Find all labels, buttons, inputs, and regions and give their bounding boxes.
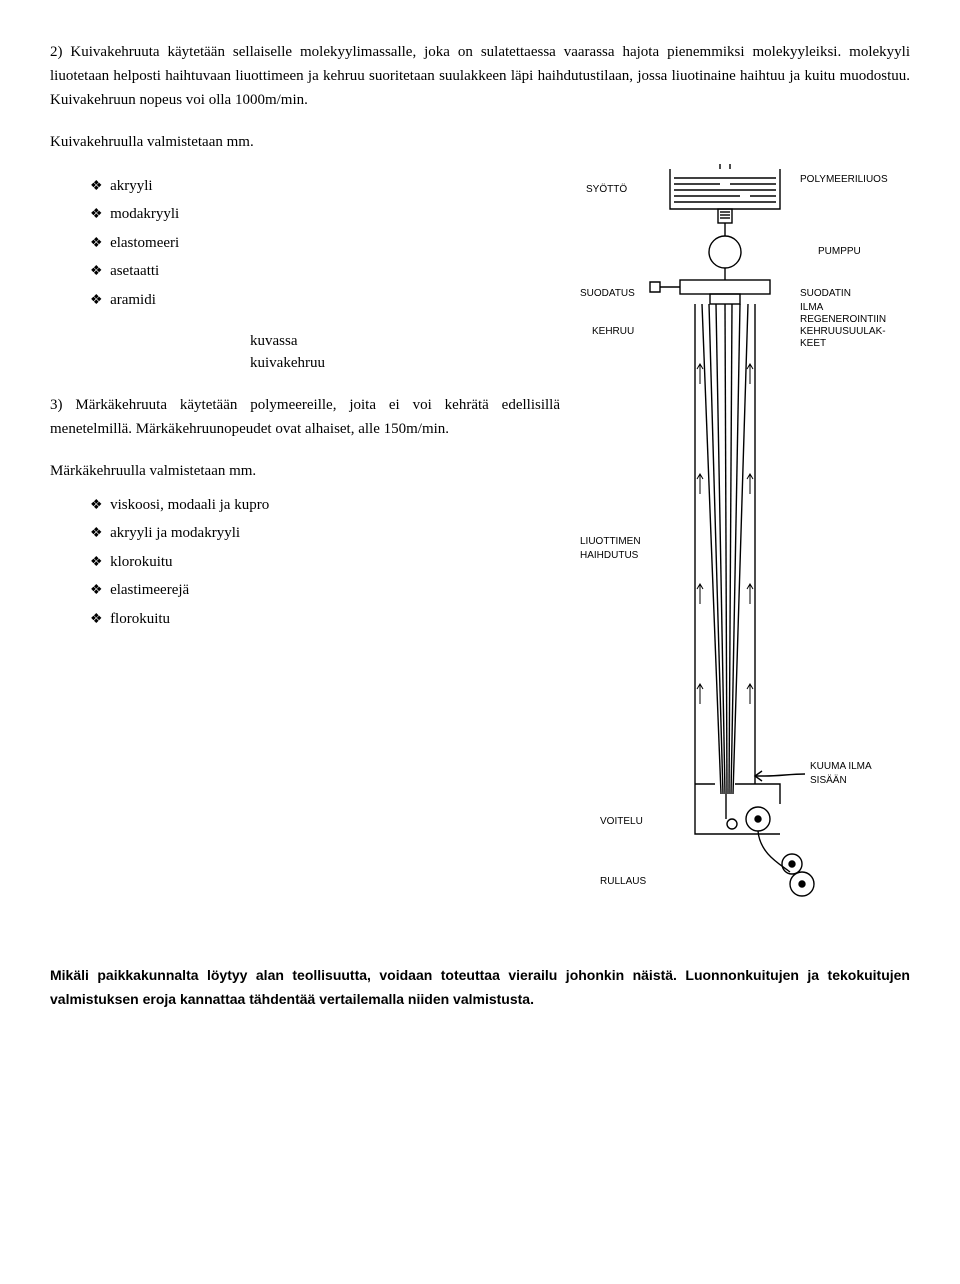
bold-note: Mikäli paikkakunnalta löytyy alan teolli… xyxy=(50,964,910,1012)
label-syotto: SYÖTTÖ xyxy=(586,182,627,198)
list-item: klorokuitu xyxy=(90,550,560,574)
section-2-label: Märkäkehruulla valmistetaan mm. xyxy=(50,459,560,483)
list-2: viskoosi, modaali ja kupro akryyli ja mo… xyxy=(90,493,560,631)
figure-caption: kuvassa kuivakehruu xyxy=(250,330,560,375)
list-item: elastimeerejä xyxy=(90,578,560,602)
caption-line-2: kuivakehruu xyxy=(250,352,560,375)
label-kehruu: KEHRUU xyxy=(592,324,634,340)
list-item: florokuitu xyxy=(90,607,560,631)
list-item: asetaatti xyxy=(90,259,560,283)
paragraph-2: 3) Märkäkehruuta käytetään polymeereille… xyxy=(50,393,560,441)
list-1: akryyli modakryyli elastomeeri asetaatti… xyxy=(90,174,560,312)
label-keet: KEET xyxy=(800,336,826,352)
label-pumppu: PUMPPU xyxy=(818,244,861,260)
label-haihdutus: HAIHDUTUS xyxy=(580,548,638,564)
list-item: elastomeeri xyxy=(90,231,560,255)
list-item: aramidi xyxy=(90,288,560,312)
label-polymeeriliuos: POLYMEERILIUOS xyxy=(800,172,888,188)
paragraph-1: 2) Kuivakehruuta käytetään sellaiselle m… xyxy=(50,40,910,112)
label-sisaan: SISÄÄN xyxy=(810,773,847,789)
section-1-label: Kuivakehruulla valmistetaan mm. xyxy=(50,130,910,154)
label-rullaus: RULLAUS xyxy=(600,874,646,890)
dry-spinning-diagram: SYÖTTÖ POLYMEERILIUOS PUMPPU SUODATUS SU… xyxy=(580,164,910,924)
list-item: viskoosi, modaali ja kupro xyxy=(90,493,560,517)
label-voitelu: VOITELU xyxy=(600,814,643,830)
label-suodatus: SUODATUS xyxy=(580,286,635,302)
list-item: akryyli xyxy=(90,174,560,198)
list-item: modakryyli xyxy=(90,202,560,226)
list-item: akryyli ja modakryyli xyxy=(90,521,560,545)
caption-line-1: kuvassa xyxy=(250,330,560,353)
